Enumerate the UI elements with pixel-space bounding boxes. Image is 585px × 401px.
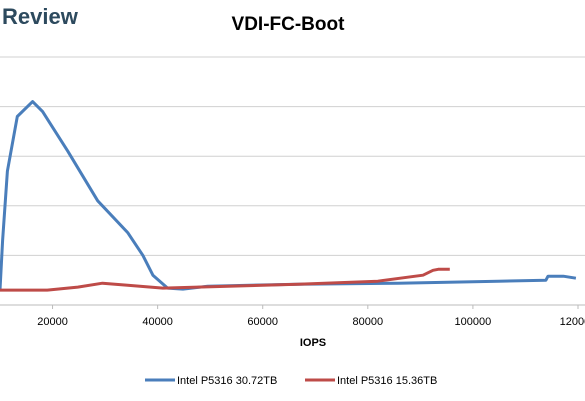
x-tick-label: 20000 [37,316,68,328]
x-tick-label: 60000 [247,316,278,328]
x-tick-label: 80000 [353,316,384,328]
series-line [0,100,577,291]
x-tick-label: 40000 [142,316,173,328]
x-tick-label: 120000 [560,316,585,328]
chart-title: VDI-FC-Boot [232,14,346,35]
series-line [0,267,450,292]
x-axis-title: IOPS [300,337,326,349]
watermark: Review [2,4,79,29]
legend-label: Intel P5316 30.72TB [177,375,277,387]
x-tick-label: 100000 [455,316,492,328]
legend-label: Intel P5316 15.36TB [337,375,437,387]
